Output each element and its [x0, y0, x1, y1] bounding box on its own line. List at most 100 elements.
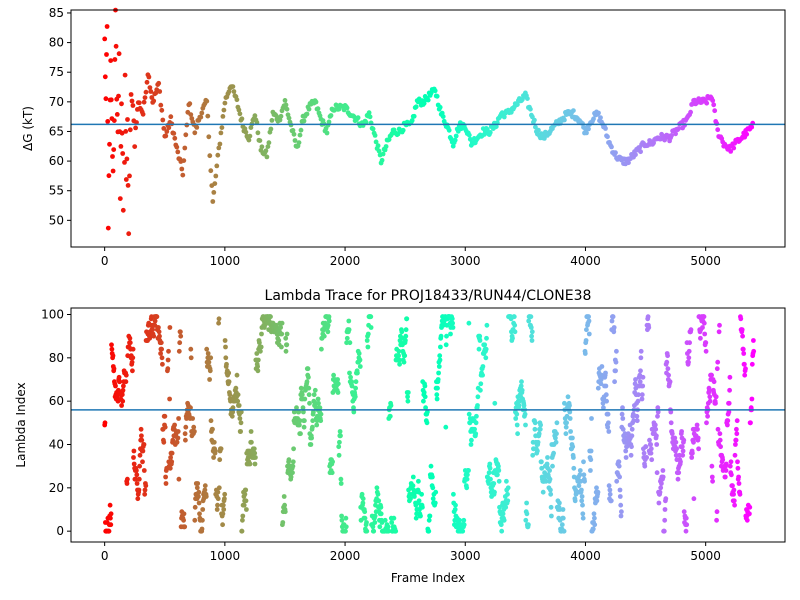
lambda-point — [675, 476, 681, 482]
lambda-point — [134, 472, 140, 478]
lambda-point — [594, 485, 599, 491]
delta-g-point — [148, 89, 154, 94]
lambda-point — [255, 368, 261, 374]
lambda-point — [347, 370, 352, 376]
delta-g-point — [114, 112, 120, 117]
lambda-point — [227, 392, 233, 398]
lambda-point — [422, 394, 428, 400]
lambda-point — [430, 485, 436, 491]
delta-g-point — [210, 199, 216, 204]
delta-g-point — [355, 115, 361, 121]
lambda-point — [282, 509, 288, 515]
lambda-point — [581, 459, 586, 465]
x-tick-label: 0 — [101, 549, 109, 563]
lambda-point — [237, 416, 243, 421]
lambda-point — [191, 424, 197, 430]
lambda-point — [684, 522, 690, 528]
lambda-point — [620, 416, 626, 421]
y-tick-label: 55 — [49, 184, 64, 198]
lambda-point — [134, 468, 139, 473]
lambda-point — [247, 461, 253, 467]
lambda-point — [279, 320, 285, 326]
lambda-point — [339, 517, 345, 523]
lambda-point — [216, 320, 222, 326]
lambda-point — [213, 448, 218, 454]
delta-g-point — [306, 106, 312, 112]
lambda-point — [169, 450, 175, 456]
lambda-point — [560, 507, 566, 512]
lambda-point — [372, 520, 378, 525]
lambda-point — [301, 424, 307, 430]
lambda-point — [351, 409, 357, 415]
lambda-point — [688, 327, 694, 333]
lambda-point — [478, 387, 483, 393]
lambda-point — [172, 422, 178, 428]
delta-g-point — [207, 153, 213, 159]
lambda-point — [397, 361, 402, 367]
lambda-point — [167, 465, 173, 471]
lambda-point — [736, 481, 742, 486]
lambda-point — [572, 498, 578, 504]
delta-g-point — [144, 79, 150, 85]
lambda-point — [543, 478, 549, 484]
lambda-point — [628, 452, 634, 458]
y-tick-label: 80 — [49, 351, 64, 365]
lambda-point — [139, 433, 144, 439]
lambda-point — [580, 502, 585, 508]
lambda-point — [273, 322, 279, 328]
delta-g-point — [255, 130, 261, 136]
lambda-point — [695, 426, 700, 432]
lambda-point — [465, 472, 470, 478]
lambda-point — [686, 348, 692, 354]
delta-g-point — [222, 100, 228, 106]
delta-g-point — [158, 102, 164, 108]
lambda-point — [279, 331, 285, 337]
lambda-point — [523, 422, 528, 428]
delta-g-point — [421, 100, 427, 106]
lambda-point — [522, 411, 528, 417]
lambda-point — [134, 481, 140, 486]
lambda-point — [640, 374, 646, 380]
lambda-point — [168, 455, 174, 460]
lambda-point — [623, 448, 629, 454]
lambda-y-axis-label: Lambda Index — [14, 382, 28, 467]
lambda-point — [630, 411, 636, 417]
lambda-point — [524, 500, 529, 506]
lambda-point — [239, 528, 245, 534]
lambda-point — [498, 522, 504, 528]
lambda-point — [662, 517, 668, 523]
delta-g-scatter-series — [102, 7, 756, 237]
lambda-point — [130, 355, 136, 361]
lambda-point — [352, 394, 358, 400]
lambda-point — [644, 455, 649, 460]
delta-g-point — [110, 154, 115, 159]
lambda-point — [496, 468, 502, 473]
lambda-point — [611, 329, 617, 335]
lambda-point — [142, 491, 148, 497]
lambda-point — [647, 437, 652, 443]
lambda-point — [388, 403, 394, 408]
lambda-point — [131, 448, 137, 454]
lambda-point — [605, 411, 611, 417]
lambda-point — [416, 498, 422, 504]
delta-g-point — [215, 152, 221, 158]
lambda-point — [362, 509, 368, 515]
lambda-point — [364, 528, 370, 534]
lambda-point — [111, 366, 117, 372]
lambda-point — [528, 314, 534, 320]
lambda-point — [491, 481, 497, 486]
lambda-point — [426, 517, 432, 523]
lambda-point — [725, 418, 731, 424]
lambda-point — [713, 394, 719, 400]
lambda-point — [503, 504, 509, 510]
delta-g-point — [183, 132, 189, 138]
delta-g-point — [116, 93, 121, 99]
lambda-point — [737, 491, 743, 497]
lambda-point — [224, 361, 229, 367]
lambda-point — [290, 463, 296, 469]
delta-g-point — [282, 98, 288, 103]
delta-g-point — [213, 173, 219, 179]
lambda-point — [476, 346, 482, 352]
lambda-point — [299, 392, 305, 398]
lambda-point — [337, 429, 343, 434]
